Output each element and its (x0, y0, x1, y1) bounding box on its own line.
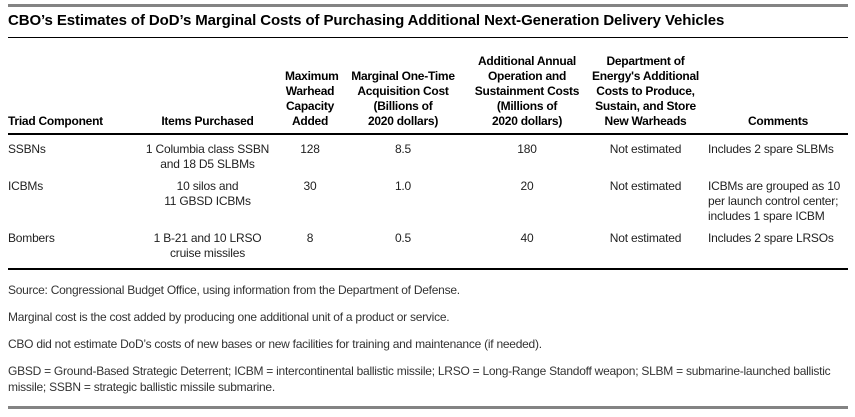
title-rule (8, 37, 848, 38)
abbreviations-note: GBSD = Ground-Based Strategic Deterrent;… (8, 364, 831, 394)
cost-table: Triad Component Items Purchased Maximum … (8, 38, 848, 270)
source-note: Source: Congressional Budget Office, usi… (8, 283, 460, 297)
cell-items-purchased: 1 Columbia class SSBN and 18 D5 SLBMs (145, 142, 270, 171)
col-header-warhead-capacity: Maximum Warhead Capacity Added (285, 69, 339, 128)
col-header-comments: Comments (747, 114, 808, 128)
figure-title: CBO’s Estimates of DoD’s Marginal Costs … (8, 12, 725, 29)
cell-doe-costs: Not estimated (609, 231, 682, 245)
cell-warhead-capacity: 30 (303, 179, 317, 193)
cell-doe-costs: Not estimated (609, 142, 682, 156)
cell-triad-component: ICBMs (8, 179, 44, 193)
cell-items-purchased: 1 B-21 and 10 LRSO cruise missiles (153, 231, 262, 260)
cell-sustainment-cost: 180 (517, 142, 537, 156)
col-header-items-purchased: Items Purchased (161, 114, 254, 128)
estimate-scope-note: CBO did not estimate DoD’s costs of new … (8, 337, 542, 351)
col-header-acquisition-cost: Marginal One-Time Acquisition Cost (Bill… (351, 69, 455, 128)
table-row-icbms: ICBMs 10 silos and 11 GBSD ICBMs 30 1.0 … (8, 172, 848, 224)
cell-warhead-capacity: 128 (300, 142, 320, 156)
cell-sustainment-cost: 20 (520, 179, 534, 193)
col-header-doe-costs: Department of Energy's Additional Costs … (591, 54, 699, 128)
marginal-cost-note: Marginal cost is the cost added by produ… (8, 310, 450, 324)
cell-acquisition-cost: 0.5 (394, 231, 412, 245)
table-row-bombers: Bombers 1 B-21 and 10 LRSO cruise missil… (8, 224, 848, 269)
cell-acquisition-cost: 1.0 (394, 179, 412, 193)
bottom-rule (8, 406, 848, 409)
cell-warhead-capacity: 8 (306, 231, 314, 245)
cell-triad-component: Bombers (8, 231, 55, 245)
cell-acquisition-cost: 8.5 (394, 142, 412, 156)
cell-doe-costs: Not estimated (609, 179, 682, 193)
top-rule (8, 4, 848, 7)
cell-comment: Includes 2 spare SLBMs (708, 142, 834, 156)
cell-comment: ICBMs are grouped as 10 per launch contr… (708, 179, 841, 223)
cell-items-purchased: 10 silos and 11 GBSD ICBMs (164, 179, 251, 208)
footnotes: Source: Congressional Budget Office, usi… (8, 282, 854, 395)
cell-comment: Includes 2 spare LRSOs (708, 231, 834, 245)
header-row: Triad Component Items Purchased Maximum … (8, 38, 848, 134)
col-header-sustainment-costs: Additional Annual Operation and Sustainm… (474, 54, 580, 128)
table-row-ssbns: SSBNs 1 Columbia class SSBN and 18 D5 SL… (8, 134, 848, 172)
col-header-triad-component: Triad Component (8, 114, 103, 128)
cell-sustainment-cost: 40 (520, 231, 534, 245)
cell-triad-component: SSBNs (8, 142, 46, 156)
